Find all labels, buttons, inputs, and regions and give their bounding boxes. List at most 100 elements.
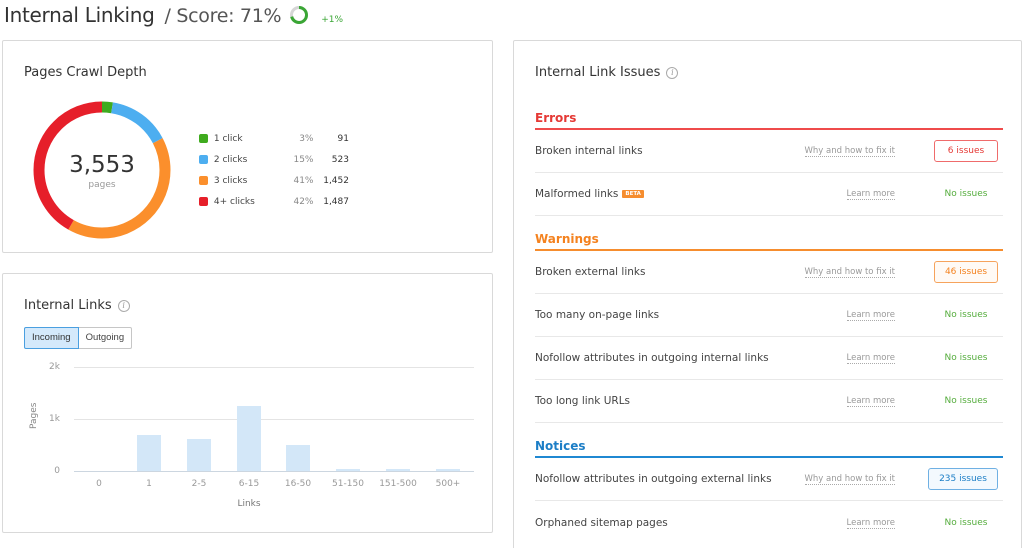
donut-slice-3-clicks[interactable] [33,101,171,239]
legend-swatch [199,176,208,185]
internal-links-title-text: Internal Links [24,298,112,313]
learn-more-text[interactable]: Learn more [846,189,895,200]
internal-links-bar-chart: Pages 2k 1k 0 0 1 2-5 6-15 16-50 51-150 … [3,359,494,529]
fix-link-text[interactable]: Why and how to fix it [804,146,895,157]
learn-more-text[interactable]: Learn more [846,396,895,407]
bar-500plus[interactable] [436,469,460,471]
tab-outgoing[interactable]: Outgoing [78,327,133,349]
x-tick: 2-5 [191,479,207,489]
issue-row: Orphaned sitemap pages Learn more No iss… [535,501,1003,544]
bar-16-50[interactable] [286,445,310,471]
issues-title-text: Internal Link Issues [535,65,661,80]
issue-row: Broken internal links Why and how to fix… [535,130,1003,173]
fix-link-text[interactable]: Why and how to fix it [804,474,895,485]
crawl-depth-card: Pages Crawl Depth 3,553 pages 1 click 3%… [2,40,493,253]
issue-label: Nofollow attributes in outgoing external… [535,473,772,485]
gridline [74,367,474,368]
learn-more-link[interactable]: Learn more [800,189,895,200]
legend-swatch [199,197,208,206]
crawl-depth-title: Pages Crawl Depth [24,65,147,80]
legend-count: 1,487 [323,196,349,207]
fix-link-text[interactable]: Why and how to fix it [804,267,895,278]
page-header: Internal Linking / Score: 71% +1% [4,2,343,32]
donut-center: 3,553 pages [33,101,171,239]
y-tick-2k: 2k [49,362,60,372]
legend-label: 3 clicks [213,175,248,186]
score-label: / Score: 71% [164,5,282,27]
x-tick: 6-15 [238,479,260,489]
internal-links-card: Internal Links i Incoming Outgoing Pages… [2,273,493,533]
issue-status: 46 issues [895,261,1003,283]
page-title: Internal Linking [4,3,155,27]
donut-slice-4plus-clicks[interactable] [33,101,171,239]
x-tick: 16-50 [284,479,312,489]
info-icon[interactable]: i [666,66,679,79]
learn-more-link[interactable]: Learn more [800,517,895,529]
total-pages: 3,553 [69,152,135,178]
issue-status: No issues [895,189,1003,199]
section-errors: Errors [535,111,1003,130]
beta-badge: BETA [622,190,644,198]
issue-status: No issues [895,518,1003,528]
learn-more-link[interactable]: Learn more [800,353,895,364]
issue-label: Broken external links [535,266,646,278]
learn-more-link[interactable]: Learn more [800,310,895,321]
legend-swatch [199,155,208,164]
issue-status: No issues [895,310,1003,320]
issues-count-button[interactable]: 235 issues [928,468,998,490]
issue-status: 235 issues [895,468,1003,490]
learn-more-link[interactable]: Learn more [800,396,895,407]
total-pages-unit: pages [88,180,116,190]
legend-label: 4+ clicks [213,196,255,207]
issue-status: 6 issues [895,140,1003,162]
bar-151-500[interactable] [386,469,410,471]
x-tick: 1 [146,479,152,489]
issues-count-button[interactable]: 46 issues [934,261,998,283]
no-issues-status: No issues [944,189,988,199]
x-tick: 500+ [435,479,461,489]
bar-51-150[interactable] [336,469,360,471]
issue-status: No issues [895,396,1003,406]
bar-6-15[interactable] [237,406,261,471]
x-axis-title: Links [237,499,261,509]
issue-row: Nofollow attributes in outgoing external… [535,458,1003,501]
legend-row-2-clicks[interactable]: 2 clicks 15% 523 [199,149,349,170]
legend-row-1-click[interactable]: 1 click 3% 91 [199,128,349,149]
info-icon[interactable]: i [117,299,130,312]
legend-pct: 41% [293,175,314,186]
issue-label-text: Malformed links [535,188,619,200]
legend-pct: 42% [293,196,314,207]
issues-list: Errors Broken internal links Why and how… [535,111,1003,544]
legend-label: 1 click [213,133,243,144]
issues-title: Internal Link Issues i [535,65,679,80]
learn-more-text[interactable]: Learn more [846,517,895,529]
learn-more-text[interactable]: Learn more [846,353,895,364]
legend-count: 523 [331,154,349,165]
legend-pct: 15% [293,154,314,165]
score-delta: +1% [321,15,344,25]
no-issues-status: No issues [944,517,988,528]
legend-row-3-clicks[interactable]: 3 clicks 41% 1,452 [199,170,349,191]
gridline [74,419,474,420]
fix-link[interactable]: Why and how to fix it [800,146,895,157]
bar-2-5[interactable] [187,439,211,471]
crawl-depth-donut[interactable] [33,101,171,239]
section-warnings: Warnings [535,232,1003,251]
legend-count: 91 [337,133,349,144]
issue-row: Broken external links Why and how to fix… [535,251,1003,294]
issue-row: Nofollow attributes in outgoing internal… [535,337,1003,380]
fix-link[interactable]: Why and how to fix it [800,267,895,278]
x-tick: 51-150 [332,479,364,489]
no-issues-status: No issues [944,396,988,406]
bar-1[interactable] [137,435,161,471]
score-ring-icon [289,5,309,25]
tab-incoming[interactable]: Incoming [24,327,79,349]
fix-link[interactable]: Why and how to fix it [800,474,895,485]
issue-row: Too many on-page links Learn more No iss… [535,294,1003,337]
learn-more-text[interactable]: Learn more [846,310,895,321]
legend-row-4plus-clicks[interactable]: 4+ clicks 42% 1,487 [199,191,349,212]
issues-count-button[interactable]: 6 issues [934,140,998,162]
issue-label: Orphaned sitemap pages [535,516,668,529]
issue-label: Broken internal links [535,145,643,157]
issue-row: Too long link URLs Learn more No issues [535,380,1003,423]
